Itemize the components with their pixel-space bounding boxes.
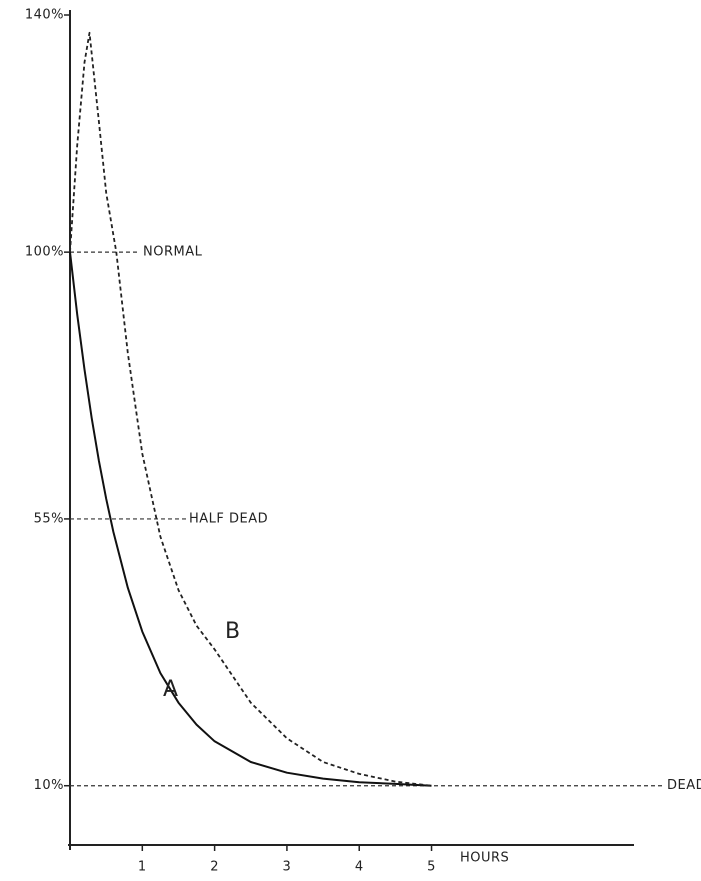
y-tick-label: 10%	[34, 778, 64, 793]
x-tick-label: 1	[138, 860, 147, 875]
y-tick-label: 100%	[25, 245, 64, 260]
reference-label: HALF DEAD	[189, 511, 268, 526]
x-axis-label: HOURS	[460, 851, 509, 866]
x-tick-label: 3	[283, 860, 292, 875]
y-tick-label: 140%	[25, 8, 64, 23]
series-line	[69, 251, 432, 787]
x-tick-label: 4	[355, 860, 364, 875]
reference-label: DEAD	[667, 778, 701, 793]
series-line	[69, 31, 432, 787]
x-tick-label: 2	[210, 860, 219, 875]
series-label: B	[225, 619, 241, 644]
series-label: A	[163, 677, 179, 702]
x-tick-label: 5	[427, 860, 436, 875]
reference-label: NORMAL	[143, 245, 203, 260]
y-tick-label: 55%	[34, 511, 64, 526]
